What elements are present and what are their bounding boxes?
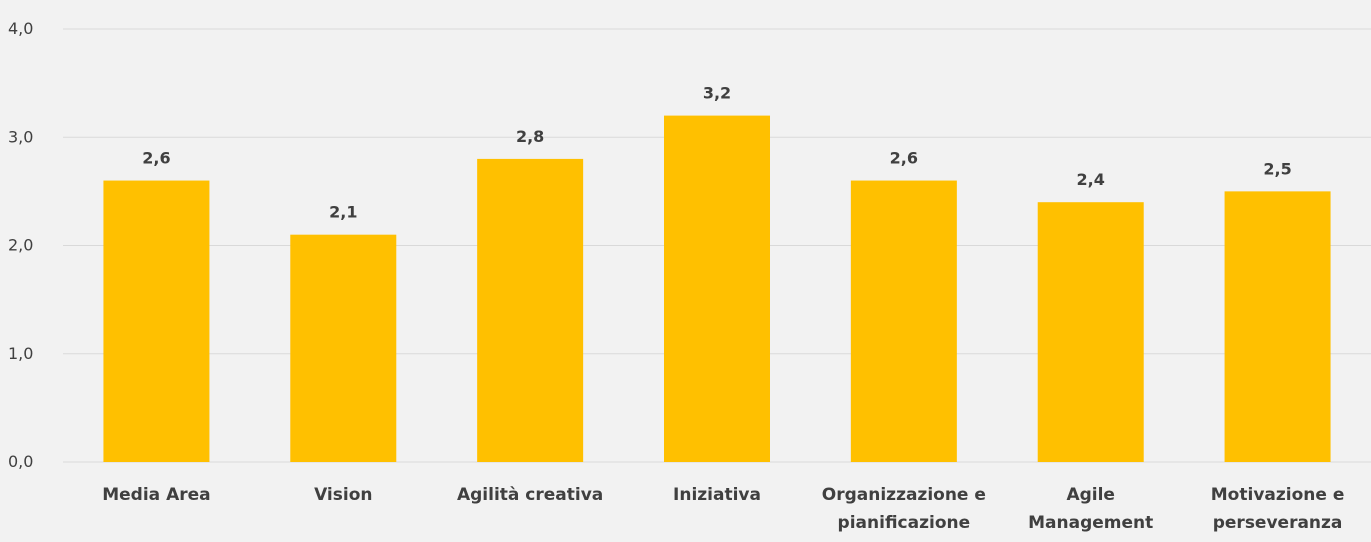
- bar: [664, 115, 770, 462]
- x-tick-label: Organizzazione e: [822, 485, 986, 505]
- bar: [290, 234, 397, 462]
- bar: [103, 180, 210, 463]
- y-tick-label: 0,0: [8, 452, 33, 471]
- data-label: 2,5: [1263, 159, 1291, 178]
- y-tick-label: 2,0: [8, 236, 33, 255]
- data-label: 2,6: [890, 149, 918, 168]
- bar: [477, 158, 584, 462]
- x-tick-label: Agile: [1066, 485, 1115, 505]
- data-label: 2,4: [1077, 170, 1105, 189]
- y-tick-label: 3,0: [8, 127, 33, 146]
- x-tick-label: Agilità creativa: [457, 485, 603, 505]
- data-label: 2,8: [516, 127, 544, 146]
- bar: [1037, 202, 1144, 462]
- data-label: 2,1: [329, 203, 357, 222]
- x-tick-label: pianificazione: [838, 513, 971, 533]
- bar: [850, 180, 957, 463]
- x-tick-label: Vision: [314, 485, 372, 505]
- x-tick-label: Management: [1028, 513, 1153, 533]
- data-label: 3,2: [703, 84, 731, 103]
- x-tick-label: Motivazione e: [1211, 485, 1345, 505]
- data-label: 2,6: [142, 149, 170, 168]
- x-tick-label: perseveranza: [1213, 513, 1343, 533]
- y-tick-label: 4,0: [8, 19, 33, 38]
- bar: [1224, 191, 1331, 462]
- y-tick-label: 1,0: [8, 344, 33, 363]
- x-tick-label: Media Area: [102, 485, 210, 505]
- x-tick-label: Iniziativa: [673, 485, 761, 505]
